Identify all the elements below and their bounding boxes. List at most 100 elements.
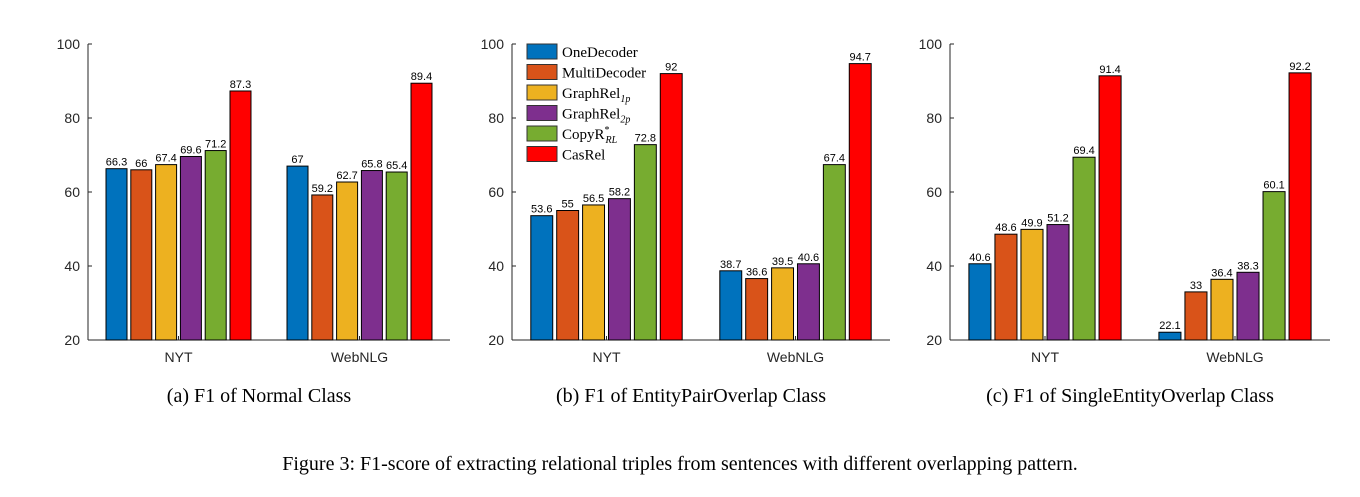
data-label: 51.2 bbox=[1047, 213, 1068, 225]
bar bbox=[1184, 291, 1208, 341]
bar bbox=[130, 169, 153, 341]
y-tick-label: 60 bbox=[64, 184, 80, 200]
data-label: 72.8 bbox=[635, 133, 656, 145]
bar bbox=[556, 210, 580, 341]
data-label: 65.4 bbox=[386, 160, 407, 172]
data-label: 91.4 bbox=[1099, 64, 1120, 76]
bar bbox=[582, 204, 606, 341]
bar bbox=[1098, 75, 1122, 341]
data-label: 92.2 bbox=[1289, 61, 1310, 73]
bar bbox=[410, 82, 433, 341]
x-tick-label: NYT bbox=[1031, 349, 1059, 365]
legend-label: CasRel bbox=[562, 148, 605, 164]
legend-label: CopyR* RL bbox=[562, 125, 618, 146]
data-label: 40.6 bbox=[969, 252, 990, 264]
x-tick-label: WebNLG bbox=[331, 349, 388, 365]
y-tick-label: 100 bbox=[481, 36, 505, 52]
data-label: 38.3 bbox=[1237, 260, 1258, 272]
data-label: 71.2 bbox=[205, 139, 226, 151]
subfigure-caption: (b) F1 of EntityPairOverlap Class bbox=[556, 385, 826, 407]
data-label: 66 bbox=[135, 158, 147, 170]
y-tick-label: 20 bbox=[926, 332, 942, 348]
data-label: 67.4 bbox=[155, 153, 176, 165]
data-label: 36.4 bbox=[1211, 267, 1232, 279]
bar bbox=[1262, 191, 1286, 341]
data-label: 39.5 bbox=[772, 256, 793, 268]
data-label: 49.9 bbox=[1021, 217, 1042, 229]
bar bbox=[1020, 228, 1044, 341]
data-label: 69.4 bbox=[1073, 145, 1094, 157]
data-label: 67 bbox=[291, 154, 303, 166]
data-label: 22.1 bbox=[1159, 320, 1180, 332]
data-label: 59.2 bbox=[312, 183, 333, 195]
bar bbox=[229, 90, 252, 341]
data-label: 53.6 bbox=[531, 204, 552, 216]
y-tick-label: 40 bbox=[64, 258, 80, 274]
legend: OneDecoder MultiDecoder GraphRel1p GraphRel… bbox=[526, 43, 646, 164]
data-label: 58.2 bbox=[609, 187, 630, 199]
bar bbox=[968, 263, 992, 341]
bar bbox=[105, 168, 128, 341]
x-tick-label: NYT bbox=[593, 349, 621, 365]
y-tick-label: 40 bbox=[926, 258, 942, 274]
data-label: 38.7 bbox=[720, 259, 741, 271]
data-label: 55 bbox=[562, 199, 574, 211]
y-tick-label: 20 bbox=[488, 332, 504, 348]
bar bbox=[311, 194, 334, 341]
data-label: 69.6 bbox=[180, 144, 201, 156]
bar bbox=[1046, 224, 1070, 341]
data-label: 40.6 bbox=[798, 252, 819, 264]
data-label: 65.8 bbox=[361, 159, 382, 171]
bar bbox=[633, 144, 657, 341]
x-tick-label: NYT bbox=[165, 349, 193, 365]
legend-label: OneDecoder bbox=[562, 45, 638, 61]
y-tick-label: 60 bbox=[488, 184, 504, 200]
chart-panel-2: 20 40 60 80 100 NYT 53.6 55 56.5 58.2 72.8 92 WebNLG… bbox=[481, 36, 890, 407]
data-label: 48.6 bbox=[995, 222, 1016, 234]
bar bbox=[360, 170, 383, 341]
bar bbox=[1158, 331, 1182, 341]
legend-swatch bbox=[526, 105, 558, 121]
bar bbox=[179, 155, 202, 341]
subfigure-caption: (c) F1 of SingleEntityOverlap Class bbox=[986, 385, 1274, 407]
y-tick-label: 40 bbox=[488, 258, 504, 274]
bar bbox=[286, 165, 309, 341]
subfigure-caption: (a) F1 of Normal Class bbox=[167, 385, 352, 407]
y-tick-label: 20 bbox=[64, 332, 80, 348]
data-label: 36.6 bbox=[746, 267, 767, 279]
data-label: 92 bbox=[665, 62, 677, 74]
y-tick-label: 100 bbox=[919, 36, 943, 52]
data-label: 94.7 bbox=[850, 52, 871, 64]
data-label: 60.1 bbox=[1263, 180, 1284, 192]
legend-label: GraphRel2p bbox=[562, 107, 630, 126]
bar bbox=[745, 278, 769, 341]
bar bbox=[796, 263, 820, 341]
figure-caption: Figure 3: F1-score of extracting relatio… bbox=[282, 453, 1078, 475]
data-label: 33 bbox=[1190, 280, 1202, 292]
legend-swatch bbox=[526, 64, 558, 80]
bar bbox=[1288, 72, 1312, 341]
bar bbox=[1236, 271, 1260, 341]
bar bbox=[719, 270, 743, 341]
y-tick-label: 60 bbox=[926, 184, 942, 200]
legend-swatch bbox=[526, 43, 558, 60]
legend-swatch bbox=[526, 125, 558, 142]
data-label: 56.5 bbox=[583, 193, 604, 205]
bar bbox=[1210, 278, 1234, 341]
y-tick-label: 80 bbox=[488, 110, 504, 126]
data-label: 67.4 bbox=[824, 153, 845, 165]
x-tick-label: WebNLG bbox=[1206, 349, 1263, 365]
data-label: 87.3 bbox=[230, 79, 251, 91]
bar bbox=[848, 63, 872, 341]
bar bbox=[822, 164, 846, 341]
legend-label: MultiDecoder bbox=[562, 66, 646, 82]
y-tick-label: 80 bbox=[926, 110, 942, 126]
bar bbox=[385, 171, 408, 341]
bar bbox=[530, 215, 554, 341]
data-label: 66.3 bbox=[106, 157, 127, 169]
y-tick-label: 100 bbox=[57, 36, 81, 52]
bar bbox=[204, 150, 227, 341]
x-tick-label: WebNLG bbox=[767, 349, 824, 365]
data-label: 62.7 bbox=[336, 170, 357, 182]
bar bbox=[607, 198, 631, 341]
